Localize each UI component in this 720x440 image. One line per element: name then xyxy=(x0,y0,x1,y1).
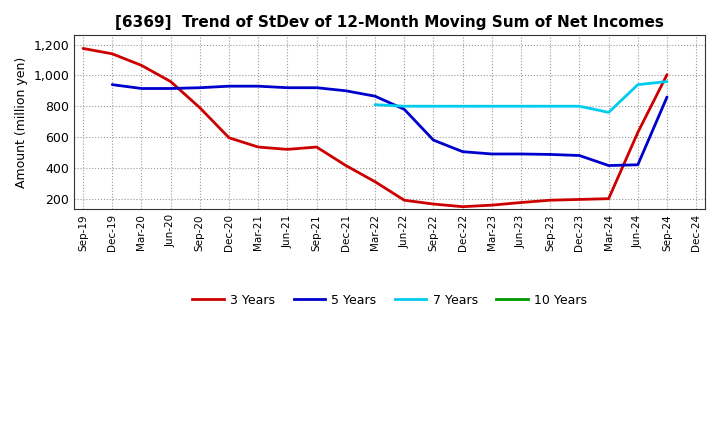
5 Years xyxy=(166,86,175,91)
5 Years xyxy=(196,85,204,90)
5 Years xyxy=(312,85,321,90)
5 Years xyxy=(517,151,526,157)
3 Years xyxy=(341,163,350,168)
3 Years xyxy=(225,135,233,140)
3 Years xyxy=(575,197,584,202)
Line: 5 Years: 5 Years xyxy=(112,84,667,165)
5 Years xyxy=(371,94,379,99)
7 Years xyxy=(487,103,496,109)
3 Years xyxy=(546,198,554,203)
5 Years xyxy=(604,163,613,168)
Line: 3 Years: 3 Years xyxy=(83,48,667,207)
5 Years xyxy=(137,86,145,91)
7 Years xyxy=(459,103,467,109)
5 Years xyxy=(429,137,438,143)
3 Years xyxy=(429,202,438,207)
5 Years xyxy=(487,151,496,157)
3 Years xyxy=(78,46,87,51)
3 Years xyxy=(312,144,321,150)
5 Years xyxy=(575,153,584,158)
5 Years xyxy=(254,84,263,89)
7 Years xyxy=(371,102,379,107)
3 Years xyxy=(400,198,408,203)
5 Years xyxy=(459,149,467,154)
Line: 7 Years: 7 Years xyxy=(375,81,667,112)
7 Years xyxy=(604,110,613,115)
5 Years xyxy=(283,85,292,90)
5 Years xyxy=(634,162,642,167)
3 Years xyxy=(108,51,117,56)
Y-axis label: Amount (million yen): Amount (million yen) xyxy=(15,57,28,188)
Legend: 3 Years, 5 Years, 7 Years, 10 Years: 3 Years, 5 Years, 7 Years, 10 Years xyxy=(187,289,592,312)
5 Years xyxy=(225,84,233,89)
3 Years xyxy=(662,72,671,77)
3 Years xyxy=(371,179,379,184)
5 Years xyxy=(108,82,117,87)
5 Years xyxy=(400,106,408,112)
3 Years xyxy=(517,200,526,205)
5 Years xyxy=(662,94,671,99)
3 Years xyxy=(196,105,204,110)
7 Years xyxy=(517,103,526,109)
7 Years xyxy=(575,103,584,109)
3 Years xyxy=(487,202,496,208)
3 Years xyxy=(604,196,613,202)
3 Years xyxy=(283,147,292,152)
5 Years xyxy=(546,152,554,157)
7 Years xyxy=(429,103,438,109)
3 Years xyxy=(459,204,467,209)
3 Years xyxy=(634,130,642,135)
7 Years xyxy=(634,82,642,87)
5 Years xyxy=(341,88,350,93)
3 Years xyxy=(166,79,175,84)
3 Years xyxy=(137,63,145,68)
3 Years xyxy=(254,144,263,150)
Title: [6369]  Trend of StDev of 12-Month Moving Sum of Net Incomes: [6369] Trend of StDev of 12-Month Moving… xyxy=(115,15,664,30)
7 Years xyxy=(662,79,671,84)
7 Years xyxy=(546,103,554,109)
7 Years xyxy=(400,103,408,109)
